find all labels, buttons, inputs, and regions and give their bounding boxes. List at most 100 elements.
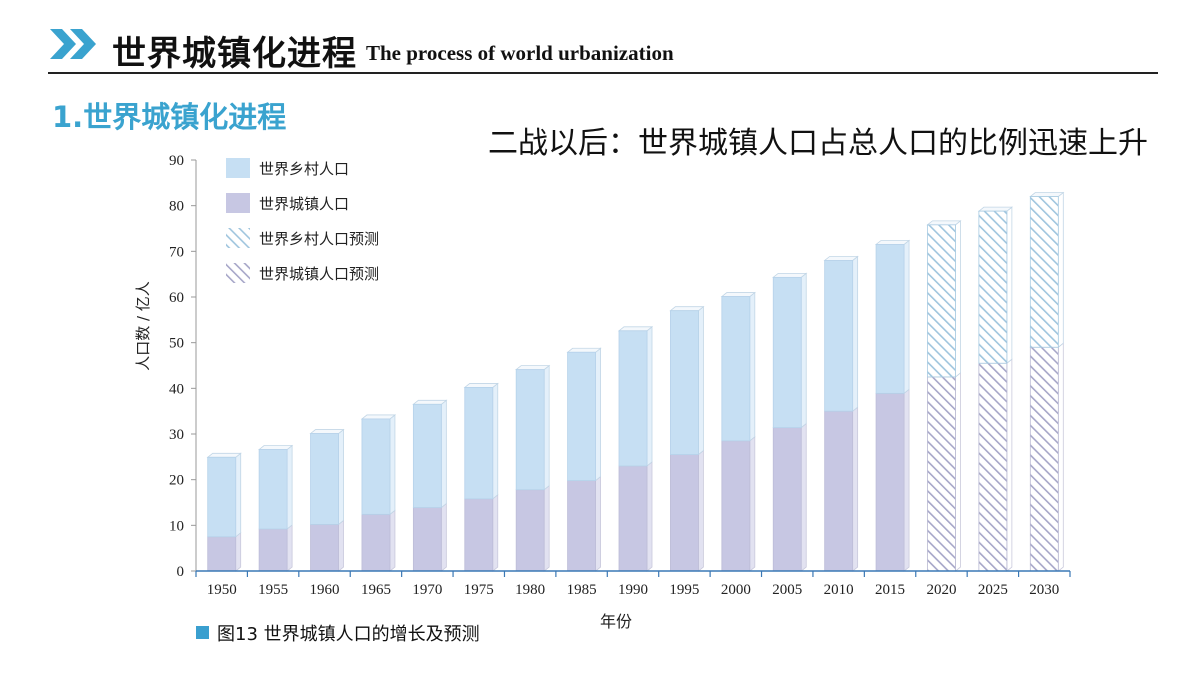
y-tick-label: 50 [169, 336, 184, 352]
x-tick-label: 2030 [1029, 582, 1059, 598]
y-tick-label: 60 [169, 290, 184, 306]
bar-group-1955 [257, 444, 294, 572]
bar-urban-2025 [978, 362, 1008, 572]
x-tick-label: 1980 [515, 582, 545, 598]
bar-group-2025 [977, 206, 1014, 572]
bar-top-face [926, 220, 962, 226]
bar-rural-1995 [670, 310, 699, 455]
bar-side-rural [800, 272, 807, 429]
legend-label: 世界乡村人口 [259, 160, 349, 178]
bar-top-face [617, 326, 654, 332]
bar-urban-1995 [670, 454, 699, 572]
bar-group-1980 [515, 364, 551, 572]
bar-group-2005 [772, 272, 808, 572]
bar-urban-2005 [772, 427, 802, 572]
bar-side-rural [646, 325, 653, 467]
x-tick-label: 1965 [361, 582, 391, 598]
x-tick-label: 2010 [824, 582, 854, 598]
x-tick-label: 1985 [567, 582, 597, 598]
x-tick-label: 1990 [618, 582, 648, 598]
bar-group-2015 [874, 239, 911, 572]
bar-rural-2005 [772, 276, 802, 429]
bar-side-rural [698, 305, 704, 456]
bar-side-urban [749, 436, 756, 572]
bar-rural-1965 [361, 418, 391, 515]
bar-group-1990 [617, 325, 654, 572]
header-divider [48, 72, 1158, 74]
bar-rural-2010 [824, 260, 854, 412]
bar-top-face [1029, 192, 1065, 197]
bar-urban-1990 [618, 465, 648, 572]
bar-rural-1975 [464, 387, 494, 500]
header: 世界城镇化进程 The process of world urbanizatio… [48, 24, 1158, 74]
bar-rural-1955 [258, 449, 288, 530]
bar-rural-2030 [1029, 196, 1059, 348]
y-tick-label: 20 [169, 473, 184, 489]
figure-caption-text: 图13 世界城镇人口的增长及预测 [217, 624, 480, 645]
bar-side-rural [492, 382, 499, 500]
bar-group-2010 [823, 255, 859, 572]
caption-marker-icon [196, 626, 209, 639]
bar-top-face [772, 272, 808, 278]
bar-top-face [412, 399, 448, 405]
y-tick-label: 10 [169, 518, 184, 534]
x-tick-label: 1960 [310, 582, 340, 598]
bar-side-urban [389, 509, 396, 572]
x-tick-label: 2025 [978, 582, 1008, 598]
y-tick-label: 30 [169, 427, 184, 443]
bar-side-rural [1057, 191, 1064, 349]
bar-top-face [874, 240, 911, 245]
bar-urban-2020 [927, 376, 956, 572]
bar-rural-2025 [978, 210, 1008, 364]
section-title: 1.世界城镇化进程 [52, 100, 287, 134]
bar-group-2020 [926, 220, 962, 572]
y-tick-label: 40 [169, 381, 184, 397]
bar-group-1975 [463, 382, 499, 572]
bar-side-rural [543, 364, 550, 491]
bar-urban-1950 [207, 536, 237, 572]
x-tick-label: 1955 [258, 582, 288, 598]
x-axis-title: 年份 [600, 612, 632, 631]
bar-group-1970 [412, 399, 448, 572]
bar-side-rural [903, 239, 910, 395]
bar-top-face [206, 452, 242, 458]
bar-top-face [977, 206, 1014, 212]
bar-group-2000 [720, 291, 756, 572]
bar-rural-2000 [721, 296, 751, 442]
bar-rural-1980 [515, 369, 545, 491]
bar-rural-1990 [618, 330, 648, 467]
bar-side-urban [440, 502, 447, 572]
bar-side-rural [440, 399, 447, 509]
legend-label: 世界城镇人口 [259, 195, 349, 213]
bar-rural-2020 [927, 224, 956, 378]
x-tick-label: 2005 [772, 582, 802, 598]
legend-swatch [226, 193, 250, 213]
x-tick-label: 2020 [926, 582, 956, 598]
bar-side-rural [286, 444, 293, 530]
bar-urban-2000 [721, 440, 751, 572]
slide-subtitle: 二战以后：世界城镇人口占总人口的比例迅速上升 [488, 126, 1148, 161]
bar-top-face [823, 256, 859, 261]
bar-group-1965 [360, 414, 397, 572]
bar-side-rural [1006, 206, 1013, 365]
x-tick-label: 2000 [721, 582, 751, 598]
bar-side-urban [286, 524, 293, 572]
double-chevron-icon [50, 29, 96, 59]
bar-top-face [669, 306, 705, 312]
legend-label: 世界乡村人口预测 [259, 230, 379, 248]
legend-label: 世界城镇人口预测 [259, 265, 379, 283]
bar-top-face [566, 347, 602, 353]
x-tick-label: 1950 [207, 582, 237, 598]
y-tick-label: 90 [169, 153, 184, 169]
legend-swatch [226, 158, 250, 178]
legend-swatch [226, 263, 250, 283]
bar-urban-1970 [412, 507, 442, 572]
bar-group-1950 [206, 452, 242, 572]
bar-urban-1960 [310, 524, 339, 572]
bar-top-face [309, 429, 345, 434]
y-tick-label: 0 [177, 564, 185, 580]
bar-urban-1985 [567, 480, 596, 572]
bar-top-face [463, 383, 499, 388]
y-tick-label: 80 [169, 199, 184, 215]
